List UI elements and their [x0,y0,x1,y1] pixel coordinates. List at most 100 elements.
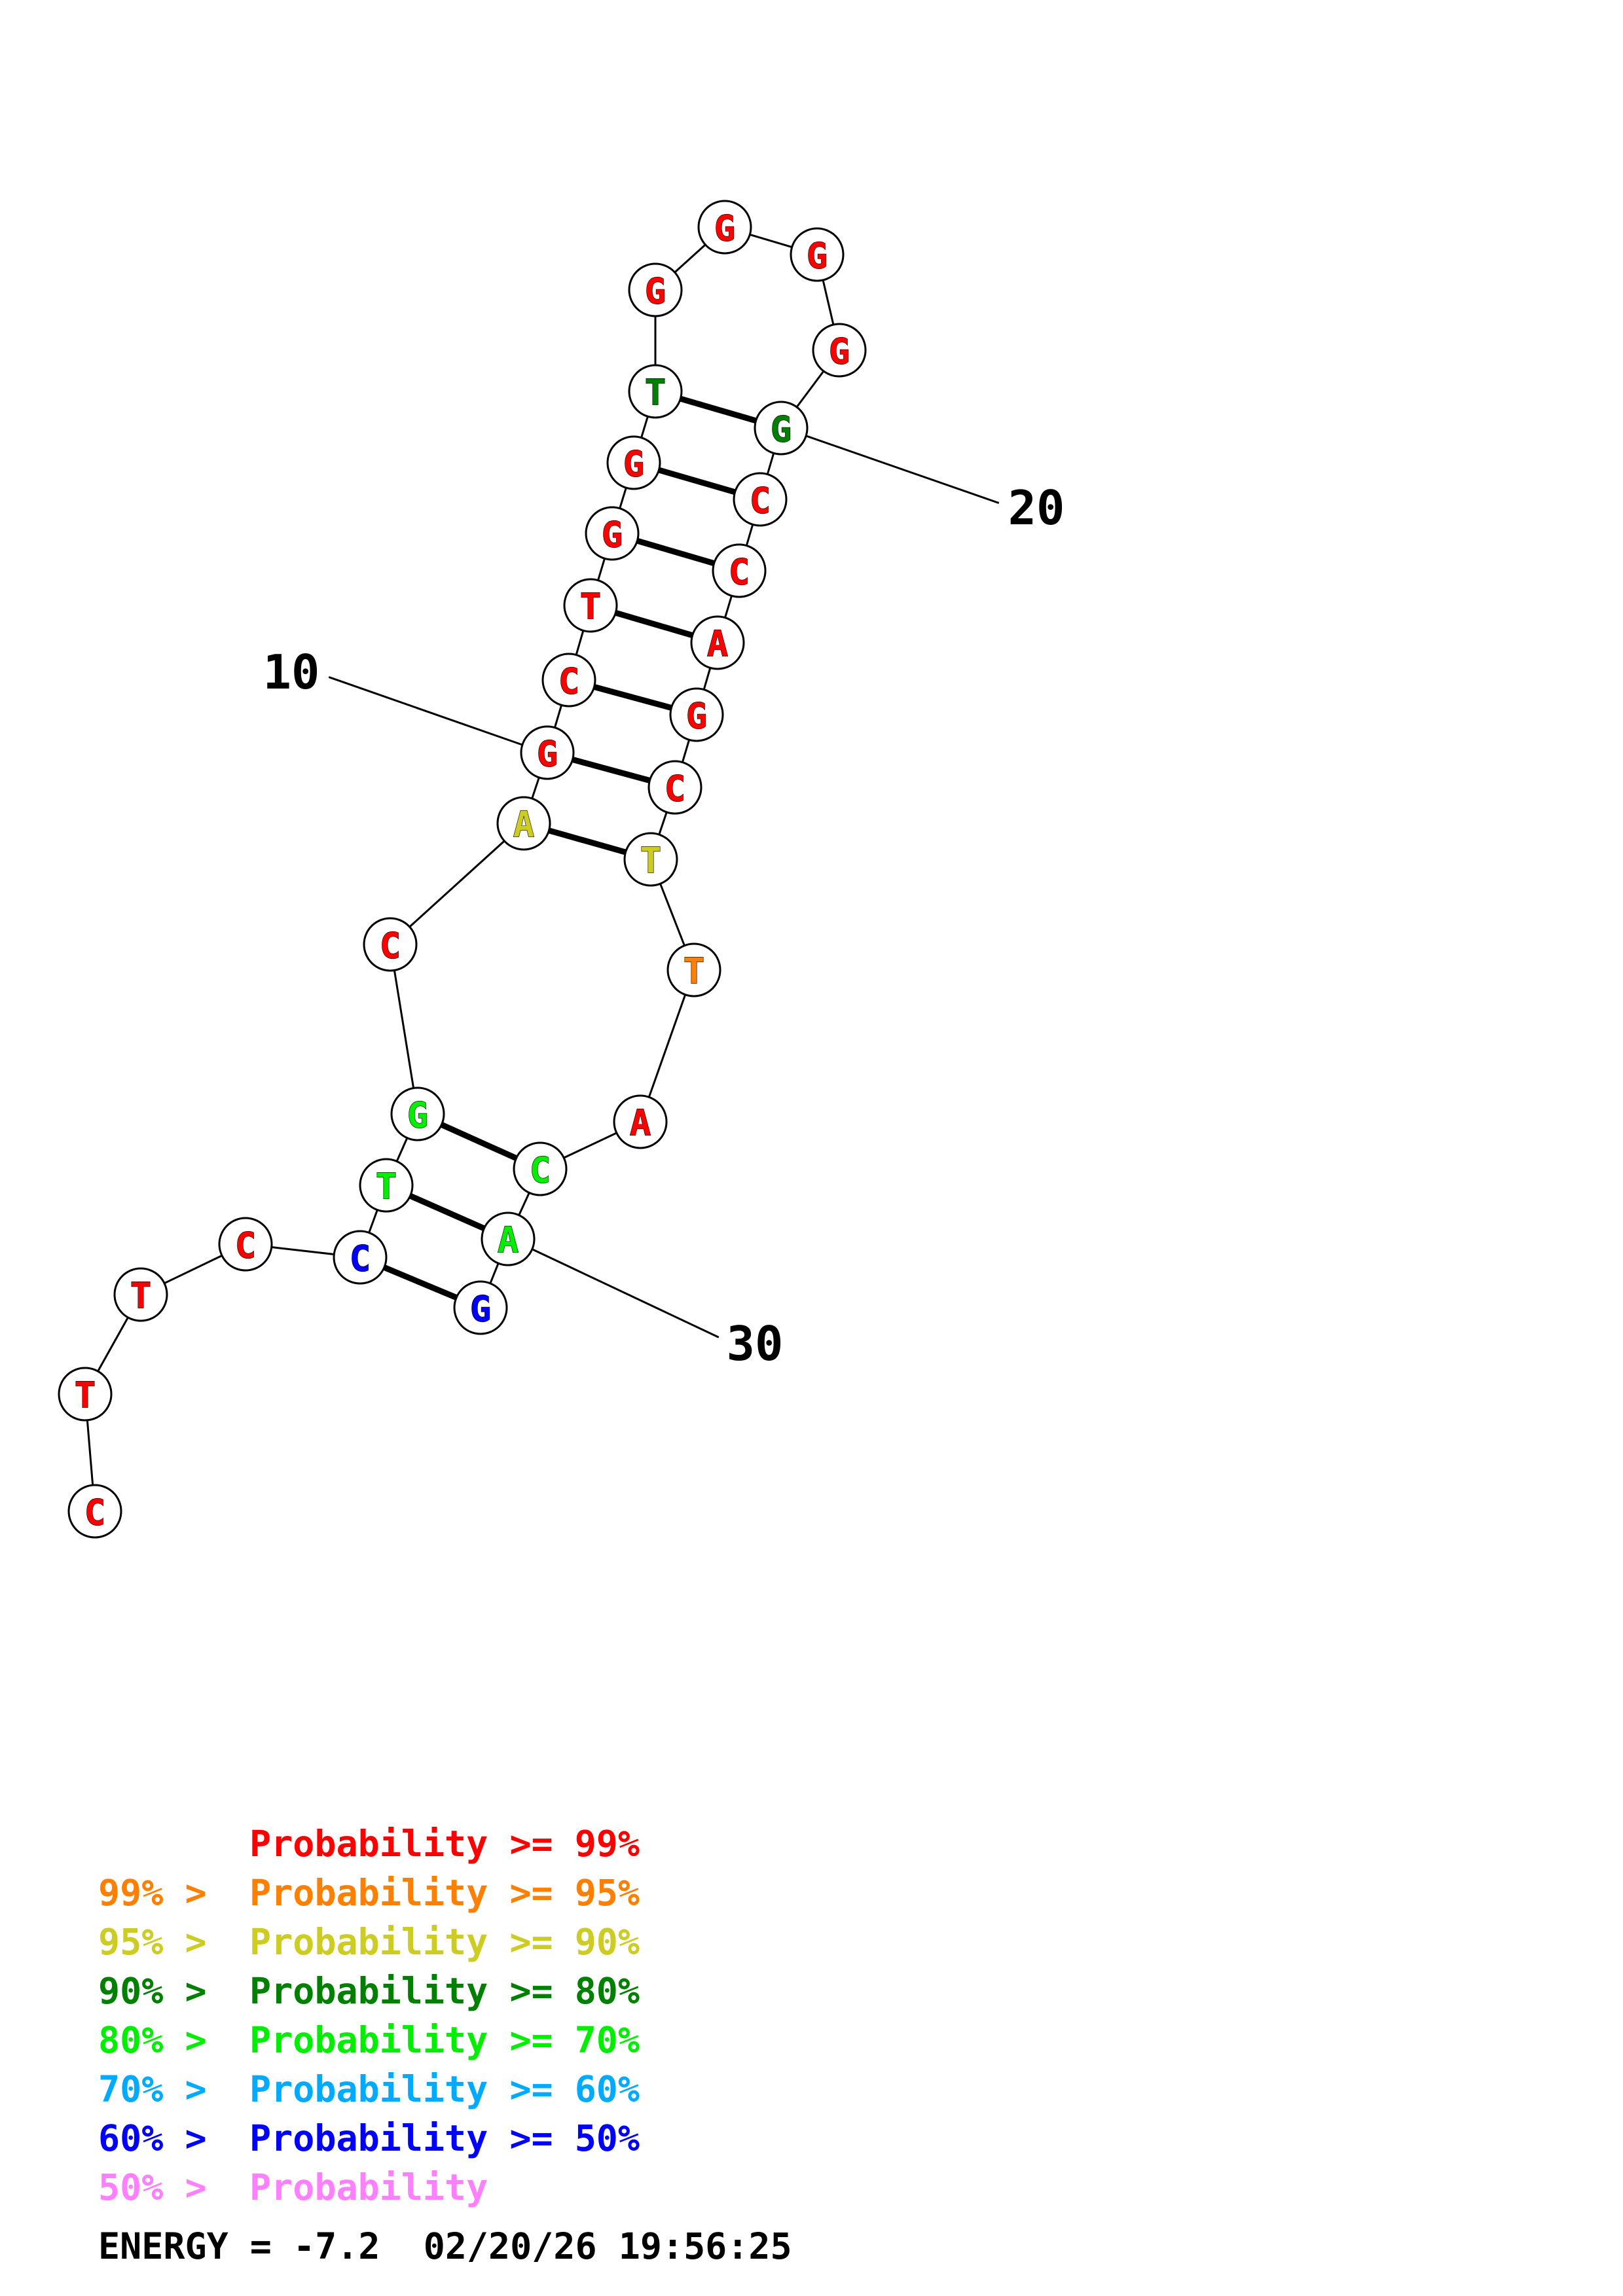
nucleotide-letter: T [130,1276,152,1317]
base-pair-bond [636,537,715,567]
nucleotide: C [333,1230,388,1285]
legend-label: Probability [249,2166,488,2208]
backbone-segment [395,1138,409,1162]
nucleotide-letter: G [407,1095,429,1136]
legend-row: 99% > Probability >= 95% [98,1869,640,1918]
nucleotide: T [563,578,618,633]
nucleotide-letter: C [235,1225,257,1266]
nucleotide-circle [712,543,767,598]
legend-row: 95% > Probability >= 90% [98,1918,640,1967]
nucleotide: G [453,1280,508,1335]
nucleotide: T [359,1158,414,1213]
backbone-segment [597,558,606,581]
backbone-segment [563,1132,617,1159]
nucleotide: G [790,227,845,282]
nucleotide-letter: T [376,1166,397,1208]
backbone-segment [575,630,585,655]
base-pair-bond [680,395,757,424]
legend-prefix: 60% > [98,2117,228,2159]
legend-label: Probability >= 60% [249,2068,640,2110]
backbone-segment [619,487,627,509]
legend-prefix: 80% > [98,2019,228,2061]
backbone-segment [531,777,540,799]
legend-prefix: 90% > [98,1970,228,2012]
nucleotide-letter: G [829,331,850,372]
nucleotide-letter: G [537,734,558,775]
nucleotide: G [606,435,661,490]
nucleotide-letter: A [498,1220,519,1261]
nucleotide: G [697,200,752,255]
position-label: 30 [727,1316,784,1371]
backbone-segment [647,994,687,1098]
nucleotide-circle [363,917,418,972]
nucleotide: A [690,615,745,670]
nucleotide-letter: C [350,1238,371,1280]
nucleotide-letter: C [665,768,686,810]
base-pair-bond [658,467,736,495]
nucleotide-letter: G [714,208,736,249]
nucleotide: G [754,401,809,456]
backbone-segment [724,595,733,619]
nucleotide-letter: C [380,925,401,967]
nucleotide-circle [669,687,724,742]
probability-legend: Probability >= 99% 99% > Probability >= 9… [98,1820,640,2212]
position-tick [805,435,1000,504]
nucleotide-circle [697,200,752,255]
nucleotide-circle [520,725,575,780]
nucleotide: C [218,1217,273,1272]
base-pair-bond [409,1193,486,1231]
base-pair-layer [383,395,757,1300]
position-label: 10 [263,645,320,700]
nucleotide-circle [453,1280,508,1335]
nucleotide-circle [733,472,788,527]
nucleotide-letter: C [84,1492,106,1534]
nucleotide-circle [541,653,596,708]
base-pair-bond [593,684,672,711]
legend-label: Probability >= 95% [249,1872,640,1914]
energy-line: ENERGY = -7.2 02/20/26 19:56:25 [98,2225,792,2267]
nucleotide-circle [628,364,683,419]
nucleotide: T [58,1367,113,1422]
legend-label: Probability >= 90% [249,1921,640,1963]
nucleotide: C [67,1484,122,1539]
energy-date: 02/20/26 [423,2225,597,2267]
nucleotide-letter: G [645,271,666,312]
nucleotide-letter: G [470,1289,492,1330]
legend-prefix: 95% > [98,1921,228,1963]
nucleotide-circle [812,323,867,378]
nucleotide-circle [585,506,640,561]
backbone-segment [368,1210,378,1233]
nucleotide-circle [666,942,721,997]
legend-prefix: 99% > [98,1872,228,1914]
base-pair-bond [440,1122,518,1161]
nucleotide-circle [67,1484,122,1539]
nucleotide-circle [481,1211,536,1266]
backbone-segment [164,1254,223,1285]
legend-label: Probability >= 80% [249,1970,640,2012]
nucleotide-circle [790,227,845,282]
nucleotide-letter: T [684,951,705,992]
backbone-segment [393,970,415,1088]
position-label: 20 [1008,480,1065,535]
nucleotide-letter: G [623,444,645,485]
nucleotide-circle [218,1217,273,1272]
legend-row: 80% > Probability >= 70% [98,2016,640,2065]
base-pair-bond [615,609,693,639]
nucleotide: C [513,1141,568,1196]
nucleotide: C [363,917,418,972]
nucleotide-letter: T [645,372,666,414]
nucleotide: T [113,1267,168,1322]
backbone-segment [745,524,754,547]
nucleotide-letter: G [771,409,792,450]
backbone-segment [749,233,793,249]
backbone-segment [489,1263,500,1284]
nucleotide-circle [754,401,809,456]
nucleotide-circle [606,435,661,490]
legend-prefix: 50% > [98,2166,228,2208]
nucleotide-circle [690,615,745,670]
backbone-segment [795,370,825,408]
nucleotide: C [541,653,596,708]
nucleotide: A [613,1094,668,1149]
base-pair-bond [383,1265,458,1300]
